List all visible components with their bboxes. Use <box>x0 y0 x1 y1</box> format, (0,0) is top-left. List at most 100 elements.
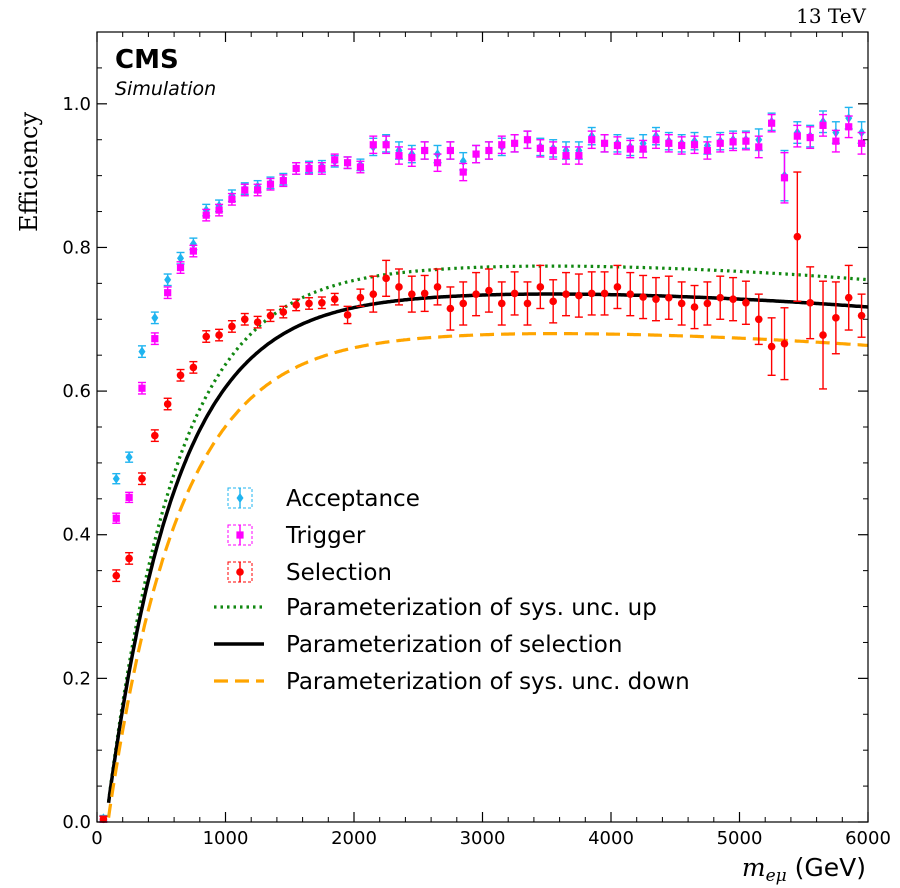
data-point-selection <box>690 303 699 311</box>
data-point-selection <box>420 289 429 298</box>
data-point-trigger <box>819 121 827 129</box>
y-tick-label: 0.2 <box>62 668 91 689</box>
data-point-selection <box>112 571 121 580</box>
data-point-trigger <box>523 136 532 144</box>
data-point-selection <box>330 295 339 303</box>
x-axis-label-unit: (GeV) <box>787 853 866 882</box>
data-point-trigger <box>202 211 210 219</box>
x-tick-label: 1000 <box>203 828 249 849</box>
plot-frame <box>96 31 869 823</box>
data-point-trigger <box>588 136 596 144</box>
data-point-selection <box>549 297 557 306</box>
axis-ticks: 0 1000 2000 3000 4000 5000 6000 0.0 0.2 0.4 0.6 0.8… <box>62 32 891 849</box>
data-point-trigger <box>665 139 673 147</box>
simulation-label: Simulation <box>115 78 216 100</box>
data-point-acceptance <box>151 312 159 323</box>
data-point-acceptance <box>138 346 146 357</box>
y-tick-label: 0.4 <box>62 525 91 546</box>
data-point-selection <box>408 290 416 298</box>
data-point-trigger <box>176 263 185 272</box>
y-tick-label: 0.0 <box>62 812 91 833</box>
data-point-selection <box>266 311 275 320</box>
data-point-selection <box>202 332 211 341</box>
data-point-trigger <box>626 145 634 153</box>
data-point-selection <box>767 342 776 351</box>
data-point-selection <box>703 299 712 308</box>
data-point-selection <box>497 299 506 308</box>
data-point-trigger <box>652 136 660 144</box>
y-axis-label: Efficiency <box>15 112 43 232</box>
data-point-selection <box>510 289 519 298</box>
data-point-selection <box>356 293 365 302</box>
data-point-trigger <box>125 493 133 501</box>
data-point-selection <box>754 315 763 324</box>
legend-label-acceptance: Acceptance <box>286 486 420 512</box>
data-point-trigger <box>343 159 352 167</box>
data-point-selection <box>562 290 570 298</box>
data-point-selection <box>163 400 172 408</box>
data-point-trigger <box>382 141 390 149</box>
x-axis-label-subscript: eμ <box>766 866 787 886</box>
data-point-trigger <box>228 195 236 203</box>
data-point-acceptance <box>177 253 185 264</box>
data-point-trigger <box>729 138 737 146</box>
series-acceptance <box>99 106 866 824</box>
data-point-trigger <box>151 335 159 343</box>
data-point-trigger <box>138 384 146 392</box>
data-point-trigger <box>857 139 866 147</box>
data-point-trigger <box>472 150 480 158</box>
data-point-selection <box>806 298 814 307</box>
data-point-selection <box>369 290 378 298</box>
series-selection <box>99 171 866 823</box>
experiment-label: CMS <box>115 45 179 75</box>
legend-label-parameterization-of-selection: Parameterization of selection <box>286 632 622 658</box>
data-point-trigger <box>433 159 442 167</box>
data-point-selection <box>742 298 750 307</box>
data-point-selection <box>382 274 390 283</box>
data-point-selection <box>189 363 198 372</box>
x-tick-label: 3000 <box>460 828 506 849</box>
data-point-selection <box>279 308 288 316</box>
data-point-selection <box>780 339 789 348</box>
data-point-trigger <box>562 151 570 160</box>
legend-marker-trigger <box>236 531 244 539</box>
data-point-trigger <box>780 174 789 182</box>
data-point-trigger <box>266 180 275 188</box>
data-point-trigger <box>318 164 326 173</box>
data-point-selection <box>99 815 108 823</box>
data-point-trigger <box>189 247 197 255</box>
data-point-trigger <box>279 177 287 185</box>
data-point-trigger <box>511 139 519 147</box>
data-point-selection <box>587 289 596 298</box>
data-point-selection <box>125 554 133 563</box>
data-point-trigger <box>459 168 467 176</box>
data-point-selection <box>215 331 223 339</box>
y-tick-label: 1.0 <box>62 94 91 115</box>
data-point-trigger <box>446 146 454 155</box>
data-point-trigger <box>755 143 763 151</box>
data-point-trigger <box>421 146 429 155</box>
data-point-trigger <box>793 132 801 140</box>
data-point-trigger <box>678 141 686 150</box>
data-point-selection <box>639 293 647 301</box>
data-point-trigger <box>549 146 557 155</box>
data-point-selection <box>485 286 493 295</box>
data-point-trigger <box>241 186 249 194</box>
data-point-selection <box>446 304 455 313</box>
data-point-acceptance <box>164 274 172 285</box>
data-point-selection <box>318 298 326 307</box>
curve-parameterization-of-sys-unc-down <box>107 332 869 818</box>
data-point-selection <box>665 293 673 302</box>
parameterization-curves <box>106 264 869 818</box>
data-point-selection <box>575 291 583 300</box>
data-point-acceptance <box>112 473 120 484</box>
x-tick-label: 6000 <box>845 828 891 849</box>
data-point-selection <box>600 289 609 298</box>
data-point-selection <box>844 293 853 302</box>
legend-marker-selection <box>236 568 244 576</box>
data-point-trigger <box>575 151 583 160</box>
data-point-trigger <box>716 139 724 147</box>
data-point-selection <box>253 318 262 326</box>
data-point-selection <box>395 283 403 291</box>
